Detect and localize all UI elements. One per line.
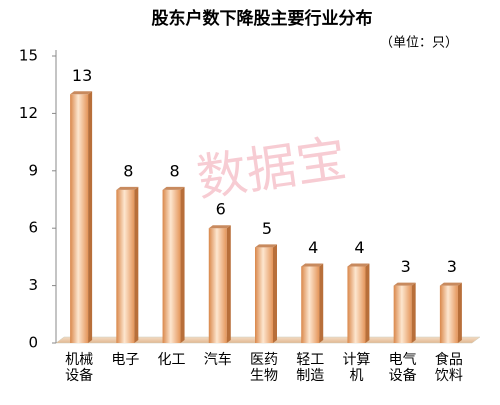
x-tick-label: 汽车 [203,352,232,368]
bar-top [116,186,139,190]
y-tick-label: 9 [28,161,38,179]
bar-side [319,263,324,343]
bar-side [457,282,462,343]
x-tick-label: 轻工制造 [296,352,325,384]
x-tick-label: 化工 [157,352,186,368]
bar-side [273,244,277,343]
bar-top [393,282,416,286]
bar-top [162,186,185,190]
bar [393,285,412,343]
bar [255,247,273,343]
value-label: 13 [72,66,92,85]
bar [70,94,89,344]
bar-top [208,225,231,229]
bar-top [301,263,324,267]
value-label: 5 [262,219,272,238]
value-label: 6 [216,200,226,219]
bar-top [255,244,277,248]
y-tick-label: 6 [28,219,38,237]
bar-top [70,91,93,95]
chart-title: 股东户数下降股主要行业分布 [152,8,373,29]
bar-side [226,225,231,343]
x-tick-label: 电子 [111,352,140,368]
y-tick-label: 0 [28,334,38,352]
bar-side [134,186,139,343]
value-label: 8 [169,161,179,180]
y-tick-label: 15 [19,47,38,65]
chart-subtitle: （单位：只） [380,36,458,51]
bar-side [88,91,93,344]
value-label: 4 [354,238,364,257]
bar-side [365,263,370,343]
value-label: 4 [308,238,318,257]
bar [208,228,227,343]
x-tick-label: 机械设备 [65,352,94,384]
y-tick-label: 12 [19,104,38,122]
bar-side [411,282,416,343]
x-tick-label: 计算机 [342,352,371,384]
watermark: 数据宝 [193,129,350,207]
bar [162,189,181,343]
value-label: 8 [123,161,133,180]
value-label: 3 [447,257,457,276]
bar [116,189,135,343]
y-tick-label: 3 [28,276,38,294]
bar-side [180,186,185,343]
x-tick-label: 医药生物 [250,352,278,384]
bar [439,285,458,343]
x-tick-label: 电气设备 [388,352,417,384]
bar-top [439,282,462,286]
bar [347,266,366,343]
bar [301,266,320,343]
bar-top [347,263,370,267]
value-label: 3 [401,257,411,276]
x-tick-label: 食品饮料 [434,352,463,384]
